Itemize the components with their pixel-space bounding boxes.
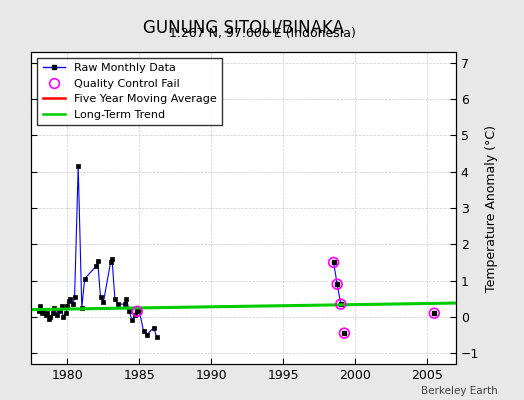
Point	[336, 301, 345, 307]
Text: Berkeley Earth: Berkeley Earth	[421, 386, 498, 396]
Point	[330, 259, 338, 266]
Y-axis label: Temperature Anomaly (°C): Temperature Anomaly (°C)	[485, 124, 498, 292]
Point	[133, 308, 141, 314]
Legend: Raw Monthly Data, Quality Control Fail, Five Year Moving Average, Long-Term Tren: Raw Monthly Data, Quality Control Fail, …	[37, 58, 222, 125]
Point	[430, 310, 439, 316]
Title: GUNUNG SITOLI/BINAKA: GUNUNG SITOLI/BINAKA	[143, 18, 344, 36]
Point	[340, 330, 348, 336]
Point	[333, 281, 341, 287]
Text: 1.267 N, 97.600 E (Indonesia): 1.267 N, 97.600 E (Indonesia)	[169, 28, 355, 40]
